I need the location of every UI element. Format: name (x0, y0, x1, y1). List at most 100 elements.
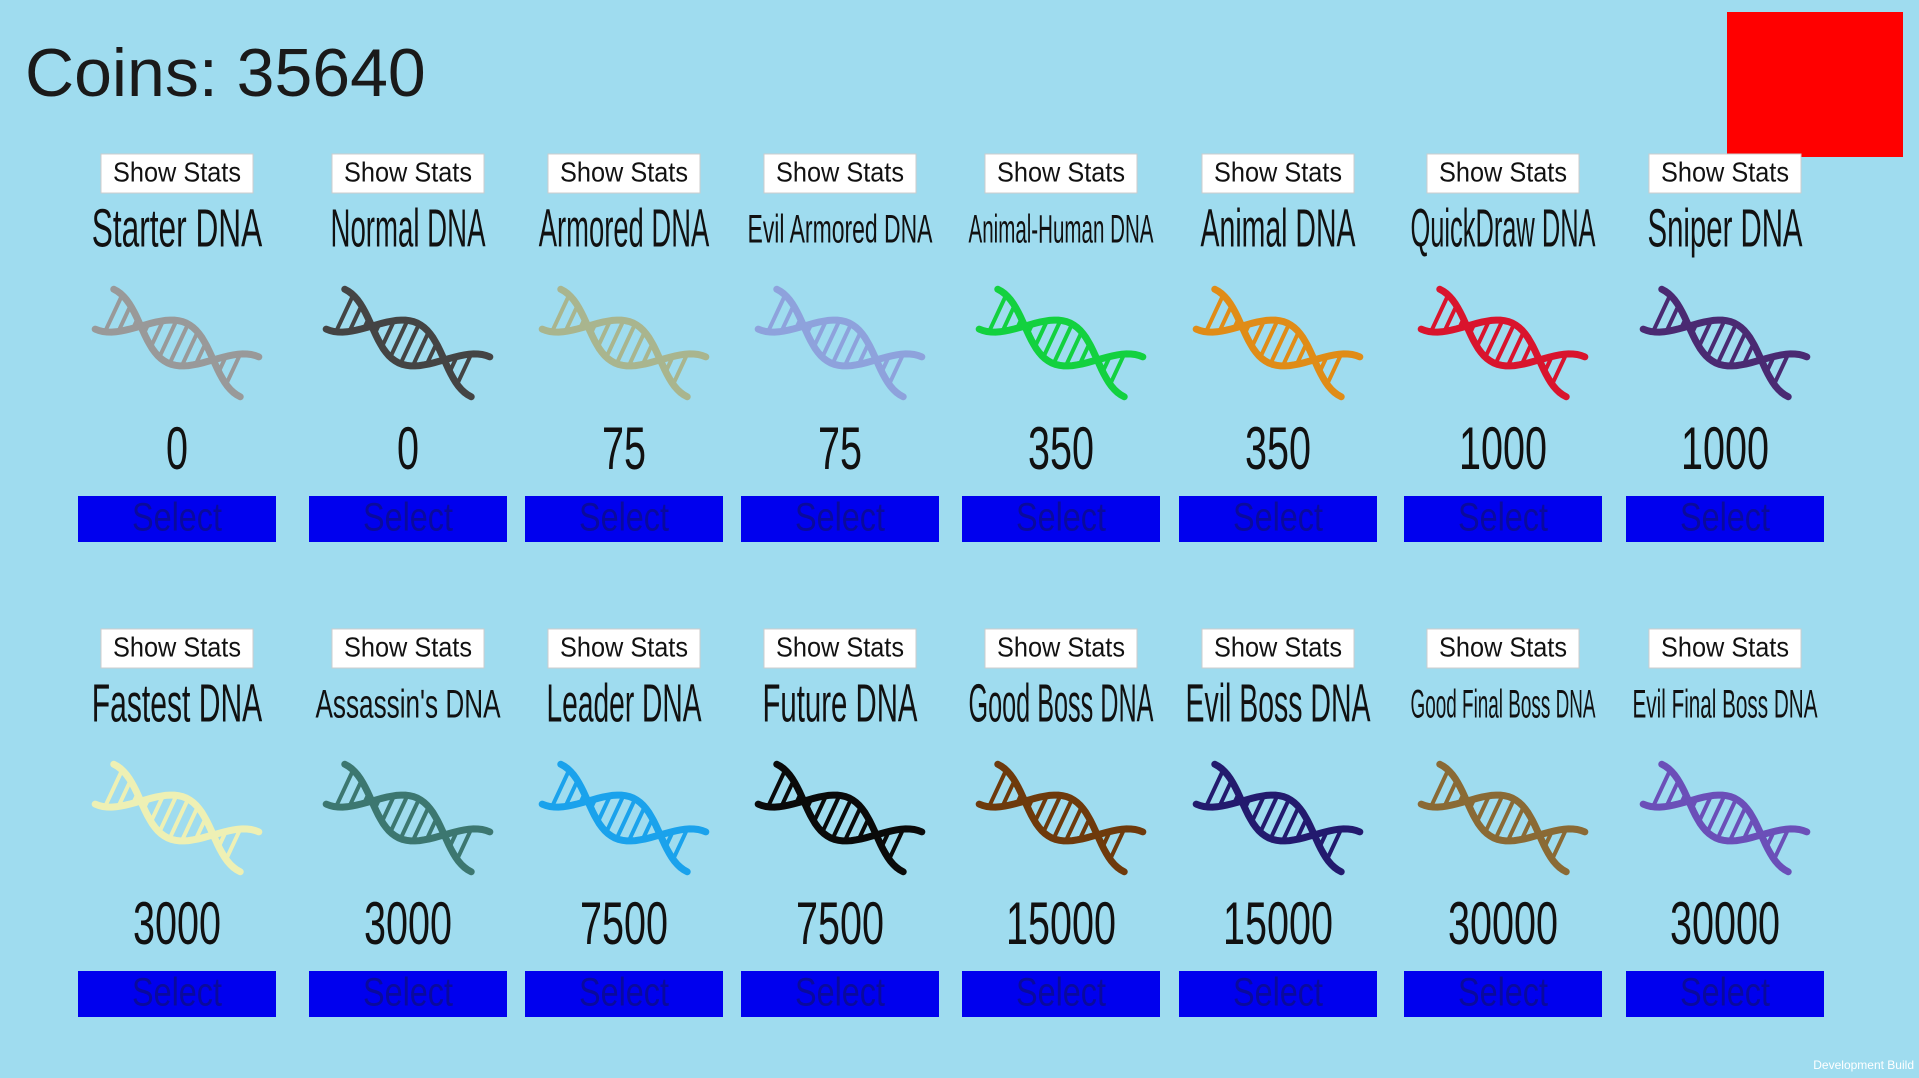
helix-rung (626, 329, 647, 368)
helix-rung (447, 829, 459, 849)
helix-rung (1325, 352, 1344, 387)
helix-rung (398, 796, 422, 841)
helix-rung (167, 321, 191, 366)
show-stats-button[interactable] (763, 628, 917, 669)
show-stats-button[interactable] (1426, 153, 1580, 194)
helix-strand (557, 285, 710, 370)
helix-strand (994, 285, 1147, 370)
dna-name: QuickDraw DNA (1411, 198, 1596, 258)
show-stats-button[interactable] (547, 628, 701, 669)
helix-strand (1658, 760, 1811, 845)
show-stats-button[interactable] (547, 153, 701, 194)
select-button[interactable] (525, 971, 723, 1017)
dna-name: Fastest DNA (92, 673, 263, 733)
select-button[interactable] (1626, 971, 1824, 1017)
helix-rung (1108, 827, 1127, 862)
show-stats-button[interactable] (1648, 153, 1802, 194)
helix-rung (604, 793, 626, 835)
show-stats-button[interactable] (763, 153, 917, 194)
select-button[interactable] (962, 971, 1160, 1017)
helix-rung (193, 816, 208, 842)
helix-rung (388, 318, 410, 360)
helix-rung (149, 793, 166, 824)
helix-rung (812, 318, 829, 349)
dna-price: 3000 (133, 890, 221, 957)
show-stats-button[interactable] (1648, 628, 1802, 669)
show-stats-button[interactable] (984, 628, 1138, 669)
show-stats-button[interactable] (331, 628, 485, 669)
helix-strand (322, 791, 475, 876)
dna-name: Sniper DNA (1648, 198, 1803, 258)
select-button[interactable] (1179, 496, 1377, 542)
helix-rung (578, 316, 587, 331)
show-stats-button[interactable] (984, 153, 1138, 194)
helix-rung (1664, 778, 1681, 809)
select-button[interactable] (741, 496, 939, 542)
helix-strand (322, 316, 475, 401)
show-stats-label: Show Stats (1439, 156, 1567, 187)
show-stats-button[interactable] (1426, 628, 1580, 669)
helix-rung (149, 318, 166, 349)
helix-rung (842, 804, 863, 843)
select-button[interactable] (78, 971, 276, 1017)
select-button[interactable] (309, 971, 507, 1017)
dna-name: Evil Final Boss DNA (1633, 683, 1818, 727)
show-stats-button[interactable] (100, 628, 254, 669)
helix-strand (773, 285, 926, 370)
helix-strand (91, 791, 244, 876)
helix-rung (1243, 321, 1252, 336)
select-button[interactable] (1404, 496, 1602, 542)
helix-strand (1211, 285, 1364, 370)
helix-rung (1705, 318, 1727, 360)
select-button[interactable] (309, 496, 507, 542)
select-button[interactable] (1626, 496, 1824, 542)
helix-rung (1550, 827, 1569, 862)
helix-rung (820, 318, 842, 360)
helix-rung (614, 321, 638, 366)
helix-rung (765, 292, 788, 334)
dna-name: Assassin's DNA (316, 683, 501, 727)
dna-name: Evil Boss DNA (1186, 673, 1371, 733)
show-stats-label: Show Stats (1661, 631, 1789, 662)
coins-label: Coins: 35640 (25, 35, 426, 111)
show-stats-button[interactable] (1201, 628, 1355, 669)
helix-rung (410, 329, 431, 368)
helix-rung (167, 796, 191, 841)
helix-rung (626, 804, 647, 843)
helix-strand (110, 285, 263, 370)
helix-rung (1468, 796, 1477, 811)
select-button[interactable] (525, 496, 723, 542)
show-stats-button[interactable] (1201, 153, 1355, 194)
dna-price: 1000 (1459, 415, 1547, 482)
select-button[interactable] (741, 971, 939, 1017)
dna-icon (975, 285, 1147, 401)
helix-rung (1764, 354, 1776, 374)
helix-rung (1741, 816, 1756, 842)
show-stats-button[interactable] (331, 153, 485, 194)
dna-name: Leader DNA (547, 673, 702, 733)
show-stats-label: Show Stats (1214, 156, 1342, 187)
select-button[interactable] (962, 496, 1160, 542)
show-stats-label: Show Stats (997, 156, 1125, 187)
helix-rung (596, 318, 613, 349)
helix-rung (1505, 804, 1526, 843)
helix-strand (1417, 316, 1570, 401)
helix-rung (1243, 796, 1252, 811)
helix-rung (1428, 292, 1451, 334)
select-button[interactable] (78, 496, 276, 542)
helix-rung (1026, 321, 1035, 336)
select-label: Select (795, 496, 885, 540)
helix-rung (549, 767, 572, 809)
select-button[interactable] (1404, 971, 1602, 1017)
helix-rung (131, 791, 140, 806)
select-button[interactable] (1179, 971, 1377, 1017)
select-label: Select (795, 971, 885, 1015)
dev-build-label: Development Build (1813, 1058, 1914, 1072)
helix-rung (1741, 341, 1756, 367)
dna-name: Evil Armored DNA (748, 208, 933, 252)
close-button[interactable] (1727, 12, 1903, 157)
helix-rung (1317, 354, 1329, 374)
dna-name: Animal DNA (1201, 198, 1356, 258)
show-stats-button[interactable] (100, 153, 254, 194)
helix-rung (1294, 816, 1309, 842)
